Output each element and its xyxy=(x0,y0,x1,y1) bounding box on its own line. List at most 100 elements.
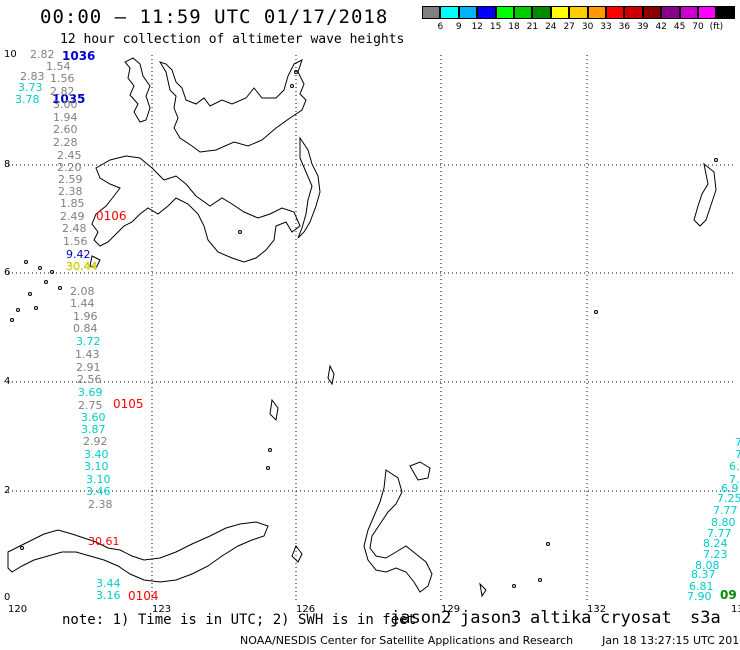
wave-height-value: 7 xyxy=(735,448,740,461)
colorbar-label: 15 xyxy=(489,22,502,32)
wave-height-value: 2.59 xyxy=(58,173,83,186)
wave-height-value: 2.82 xyxy=(50,85,75,98)
wave-height-value: 2.28 xyxy=(53,136,78,149)
colorbar-label: 36 xyxy=(618,22,631,32)
wave-height-value: 1.94 xyxy=(53,111,78,124)
wave-height-value: 3.73 xyxy=(18,81,43,94)
map-title: 00:00 – 11:59 UTC 01/17/2018 xyxy=(40,6,389,28)
wave-height-value: 1.56 xyxy=(50,72,75,85)
legend-s3a: s3a xyxy=(690,608,721,628)
wave-height-value: 0.84 xyxy=(73,322,98,335)
track-label: 0106 xyxy=(96,209,127,223)
colorbar-label: 21 xyxy=(526,22,539,32)
wave-height-value: 3.10 xyxy=(86,473,111,486)
colorbar-swatch xyxy=(716,6,735,19)
map-subtitle: 12 hour collection of altimeter wave hei… xyxy=(60,32,405,47)
small-island-dots xyxy=(10,70,718,588)
colorbar-label: (ft) xyxy=(709,22,724,32)
colorbar-swatch xyxy=(550,6,570,19)
track-label: 09 xyxy=(720,588,737,602)
colorbar-label: 12 xyxy=(471,22,483,32)
colorbar-label: 45 xyxy=(673,22,686,32)
colorbar-swatch xyxy=(422,6,441,19)
wave-height-value: 3.87 xyxy=(81,423,106,436)
colorbar-swatch xyxy=(440,6,459,19)
lat-tick-label: 10 xyxy=(4,49,17,60)
wave-height-value: 6.9 xyxy=(721,482,739,495)
wave-height-value: 1.54 xyxy=(46,60,71,73)
wave-height-value: 2.83 xyxy=(20,70,45,83)
wave-height-value: 2.49 xyxy=(60,210,85,223)
track-label: 1035 xyxy=(52,92,85,106)
colorbar-swatch xyxy=(624,6,643,19)
wave-height-value: 1.96 xyxy=(73,310,98,323)
colorbar-label: 70 xyxy=(692,22,704,32)
wave-height-value: 7.25 xyxy=(717,492,740,505)
colorbar-swatch xyxy=(495,6,514,19)
axis-tick-labels: 120 123 126 129 132 135 10 8 6 4 2 0 xyxy=(4,49,740,615)
wave-height-value: 1.44 xyxy=(70,297,95,310)
wave-height-value: 7 xyxy=(735,436,740,449)
colorbar-swatch xyxy=(477,6,496,19)
colorbar-label: 42 xyxy=(655,22,667,32)
wave-height-value: 2.48 xyxy=(62,222,87,235)
wave-height-value: 2.60 xyxy=(53,123,78,136)
legend-jason2: jason2 xyxy=(390,608,452,628)
lon-tick-label: 126 xyxy=(296,604,315,615)
wave-height-value: 2.08 xyxy=(70,285,95,298)
wave-height-value: 8.37 xyxy=(691,568,716,581)
lon-tick-label: 132 xyxy=(587,604,606,615)
wave-height-value: 3.40 xyxy=(84,448,109,461)
colorbar-label: 6 xyxy=(437,22,444,32)
wave-height-observations: 2.821.542.83 1.563.73 2.823.78 3.001.942.60… xyxy=(15,48,740,603)
wave-height-value: 2.91 xyxy=(76,361,101,374)
colorbar-swatch xyxy=(698,6,717,19)
colorbar-swatch xyxy=(514,6,533,19)
wave-height-value: 2.92 xyxy=(83,435,108,448)
wave-height-colorbar: 6 9 12 15 18 21 24 27 30 33 36 39 42 45 70 (ft) xyxy=(422,6,736,34)
wave-height-value: 30.61 xyxy=(88,535,120,548)
colorbar-swatch xyxy=(642,6,662,19)
colorbar-swatch xyxy=(569,6,588,19)
wave-height-value: 3.16 xyxy=(96,589,121,602)
colorbar-label: 9 xyxy=(455,22,462,32)
wave-height-value: 8.24 xyxy=(703,537,728,550)
colorbar-label: 18 xyxy=(508,22,520,32)
wave-height-value: 6. xyxy=(729,460,740,473)
wave-height-value: 30.44 xyxy=(66,260,98,273)
wave-height-value: 3.46 xyxy=(86,485,111,498)
wave-height-value: 3.00 xyxy=(53,98,78,111)
lon-tick-label: 120 xyxy=(8,604,27,615)
colorbar-swatch xyxy=(606,6,625,19)
legend-cryosat: cryosat xyxy=(600,608,672,628)
wave-height-value: 3.10 xyxy=(84,460,109,473)
colorbar-swatch xyxy=(679,6,698,19)
units-note: note: 1) Time is in UTC; 2) SWH is in fe… xyxy=(62,612,417,628)
wave-height-value: 3.78 xyxy=(15,93,40,106)
wave-height-value: 7.77 xyxy=(713,504,738,517)
colorbar-label: 30 xyxy=(581,22,594,32)
legend-altika: altika xyxy=(530,608,592,628)
wave-height-value: 7.90 xyxy=(687,590,712,603)
lat-tick-label: 8 xyxy=(4,159,10,170)
colorbar-swatch xyxy=(458,6,478,19)
wave-height-value: 2.38 xyxy=(88,498,113,511)
satellite-track-labels: 1036 1035 0106 0105 0104 09 xyxy=(52,49,737,603)
legend-jason3: jason3 xyxy=(460,608,522,628)
map-gridlines xyxy=(8,55,735,600)
colorbar-label: 24 xyxy=(545,22,557,32)
colorbar-label: 33 xyxy=(600,22,612,32)
lat-tick-label: 6 xyxy=(4,267,10,278)
wave-height-value: 6.81 xyxy=(689,580,714,593)
lon-tick-label: 135 xyxy=(731,604,740,615)
wave-height-value: 3.72 xyxy=(76,335,101,348)
wave-height-value: 1.43 xyxy=(75,348,100,361)
wave-height-value: 7. xyxy=(729,473,740,486)
wave-height-value: 3.69 xyxy=(78,386,103,399)
wave-height-value: 1.85 xyxy=(60,197,85,210)
wave-height-value: 1.56 xyxy=(63,235,88,248)
colorbar-swatch xyxy=(587,6,606,19)
wave-height-value: 7.77 xyxy=(707,527,732,540)
colorbar-label: 27 xyxy=(563,22,575,32)
wave-height-value: 2.75 xyxy=(78,399,103,412)
